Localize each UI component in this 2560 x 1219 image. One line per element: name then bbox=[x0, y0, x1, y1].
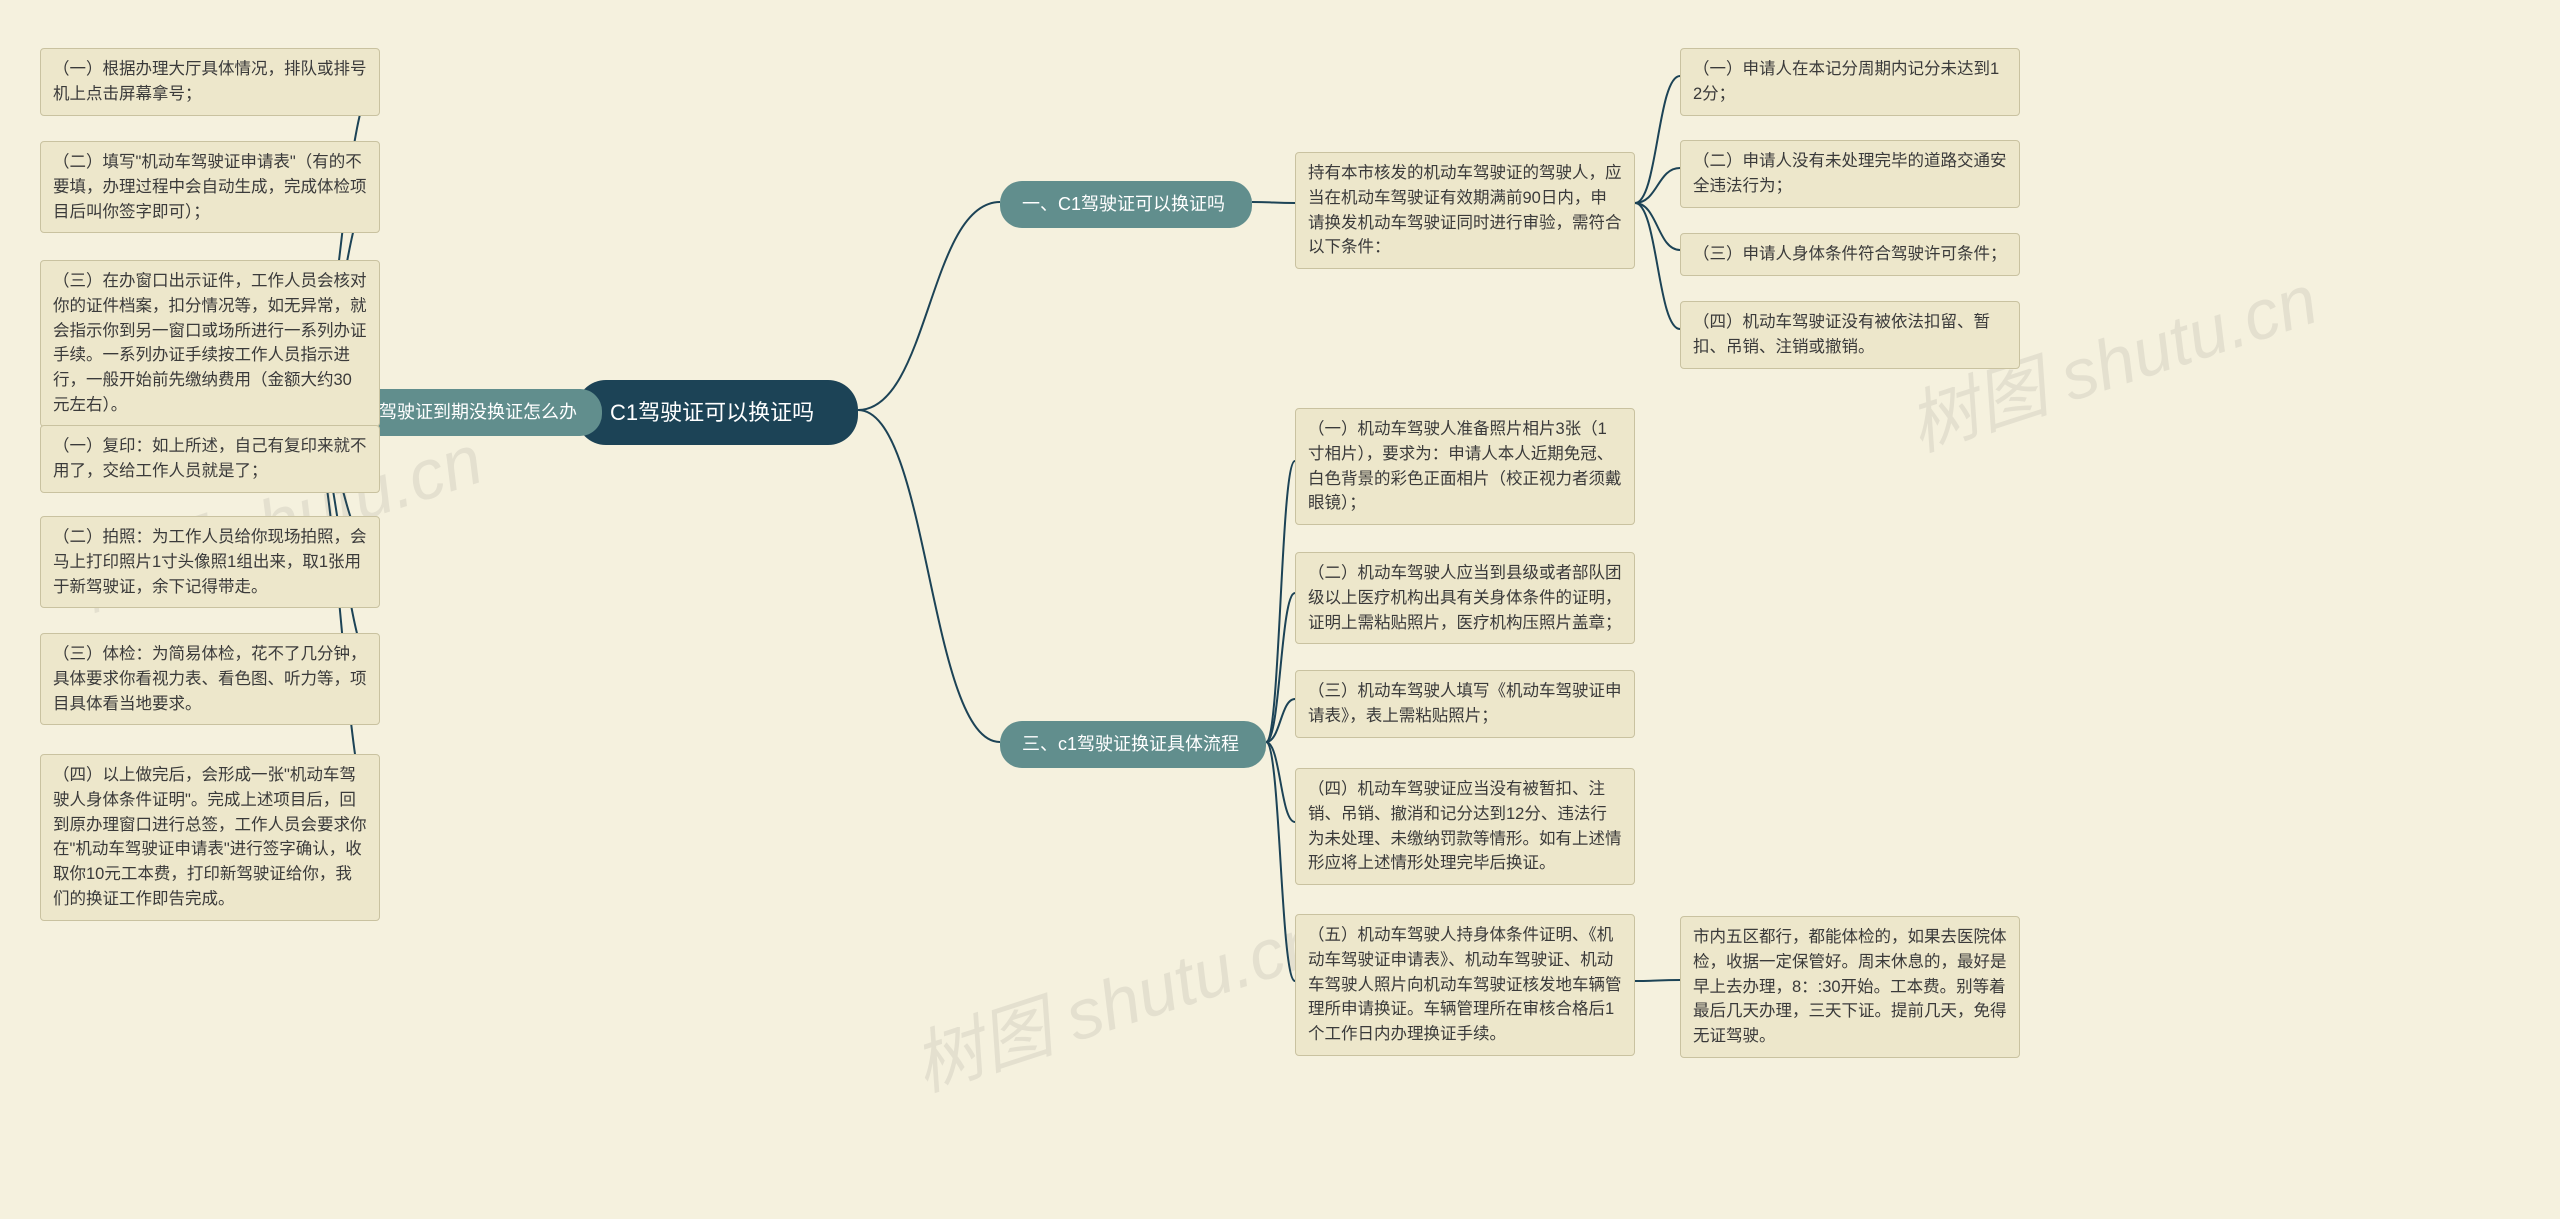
branch-3-leaf-2: （二）机动车驾驶人应当到县级或者部队团级以上医疗机构出具有关身体条件的证明，证明… bbox=[1295, 552, 1635, 644]
branch-1-leaf-2: （二）申请人没有未处理完毕的道路交通安全违法行为； bbox=[1680, 140, 2020, 208]
branch-1-leaf-4: （四）机动车驾驶证没有被依法扣留、暂扣、吊销、注销或撤销。 bbox=[1680, 301, 2020, 369]
branch-1[interactable]: 一、C1驾驶证可以换证吗 bbox=[1000, 181, 1252, 228]
branch-3-leaf-5: （五）机动车驾驶人持身体条件证明、《机动车驾驶证申请表》、机动车驾驶证、机动车驾… bbox=[1295, 914, 1635, 1056]
branch-3-leaf-3: （三）机动车驾驶人填写《机动车驾驶证申请表》，表上需粘贴照片； bbox=[1295, 670, 1635, 738]
branch-2-leaf-1: （一）根据办理大厅具体情况，排队或排号机上点击屏幕拿号； bbox=[40, 48, 380, 116]
watermark-3: 树图 shutu.cn bbox=[899, 884, 1334, 1111]
branch-3[interactable]: 三、c1驾驶证换证具体流程 bbox=[1000, 721, 1266, 768]
root-node[interactable]: C1驾驶证可以换证吗 bbox=[576, 380, 858, 445]
mindmap-canvas: 树图 shutu.cn 树图 shutu.cn 树图 shutu.cn C1驾驶… bbox=[0, 0, 2560, 1219]
connectors-layer bbox=[0, 0, 2560, 1219]
branch-2-leaf-4: （一）复印：如上所述，自己有复印来就不用了，交给工作人员就是了； bbox=[40, 425, 380, 493]
branch-1-leaf-3: （三）申请人身体条件符合驾驶许可条件； bbox=[1680, 233, 2020, 276]
branch-2-leaf-2: （二）填写"机动车驾驶证申请表"（有的不要填，办理过程中会自动生成，完成体检项目… bbox=[40, 141, 380, 233]
branch-2-leaf-3: （三）在办窗口出示证件，工作人员会核对你的证件档案，扣分情况等，如无异常，就会指… bbox=[40, 260, 380, 427]
branch-2-leaf-7: （四）以上做完后，会形成一张"机动车驾驶人身体条件证明"。完成上述项目后，回到原… bbox=[40, 754, 380, 921]
branch-3-leaf-1: （一）机动车驾驶人准备照片相片3张（1寸相片），要求为：申请人本人近期免冠、白色… bbox=[1295, 408, 1635, 525]
branch-2-leaf-6: （三）体检：为简易体检，花不了几分钟，具体要求你看视力表、看色图、听力等，项目具… bbox=[40, 633, 380, 725]
branch-1-desc: 持有本市核发的机动车驾驶证的驾驶人，应当在机动车驾驶证有效期满前90日内，申请换… bbox=[1295, 152, 1635, 269]
branch-3-leaf-4: （四）机动车驾驶证应当没有被暂扣、注销、吊销、撤消和记分达到12分、违法行为未处… bbox=[1295, 768, 1635, 885]
branch-2-leaf-5: （二）拍照：为工作人员给你现场拍照，会马上打印照片1寸头像照1组出来，取1张用于… bbox=[40, 516, 380, 608]
branch-3-leaf-5-extra: 市内五区都行，都能体检的，如果去医院体检，收据一定保管好。周末休息的，最好是早上… bbox=[1680, 916, 2020, 1058]
branch-1-leaf-1: （一）申请人在本记分周期内记分未达到12分； bbox=[1680, 48, 2020, 116]
